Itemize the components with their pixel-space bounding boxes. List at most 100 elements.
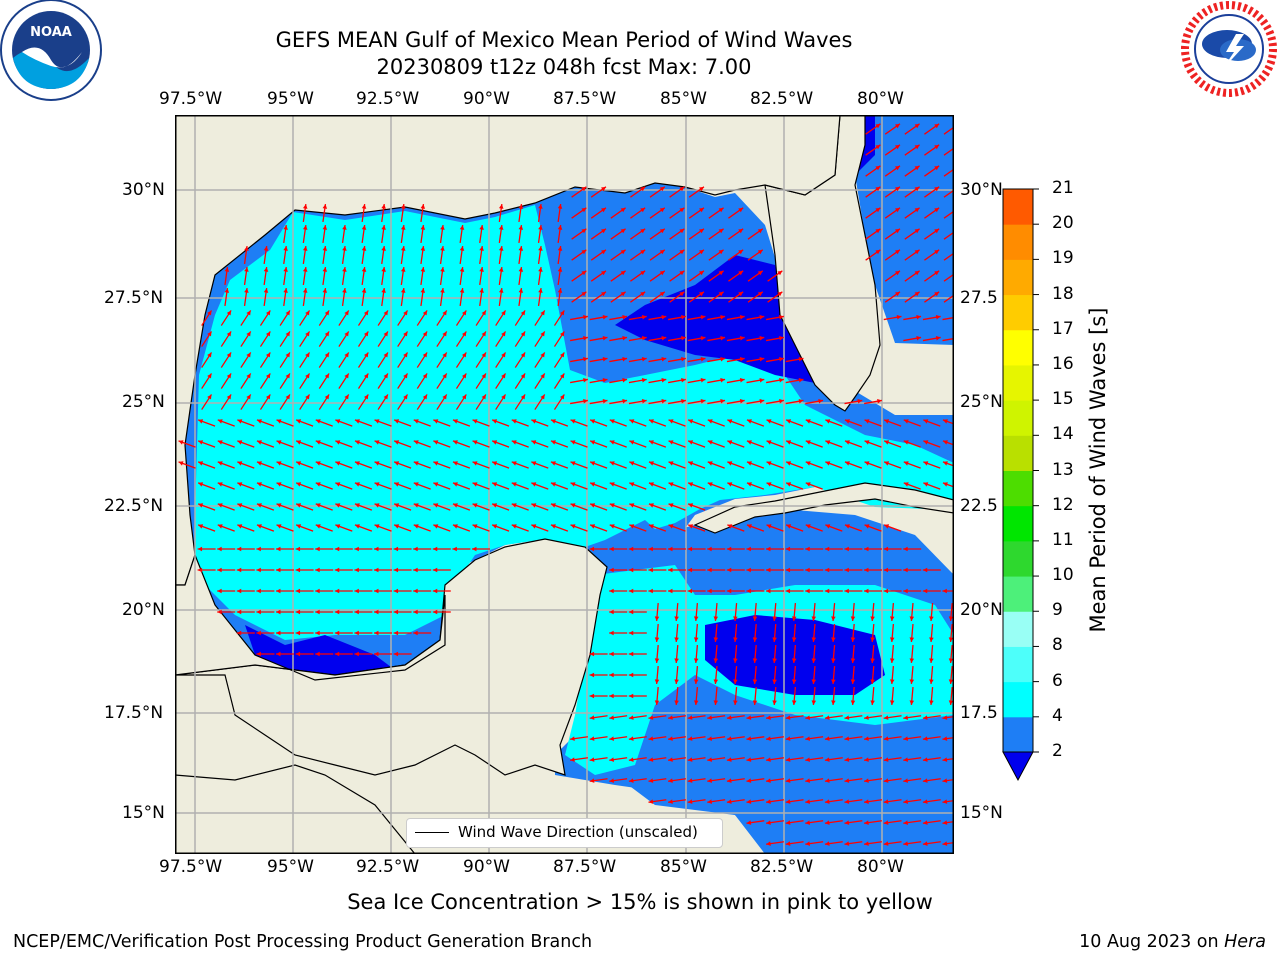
wind-wave-arrow	[883, 736, 902, 741]
wind-wave-arrow	[374, 419, 392, 427]
wind-wave-arrow	[295, 503, 314, 511]
wind-wave-arrow	[785, 757, 804, 762]
wind-wave-arrow	[708, 291, 724, 303]
colorbar-swatch	[1003, 224, 1033, 260]
wind-wave-arrow	[805, 546, 824, 552]
wind-wave-arrow	[865, 144, 881, 156]
wind-wave-arrow	[537, 266, 543, 286]
colorbar-swatch	[1003, 470, 1033, 507]
wind-wave-arrow	[942, 419, 954, 425]
wind-wave-arrow	[455, 331, 467, 347]
wind-wave-arrow	[550, 440, 569, 448]
wind-wave-arrow	[256, 461, 275, 469]
wind-wave-arrow	[553, 331, 565, 347]
wind-wave-arrow	[393, 440, 412, 448]
lon-tick-bottom: 97.5°W	[159, 857, 223, 877]
wind-wave-arrow	[589, 461, 608, 469]
wind-wave-arrow	[472, 524, 490, 532]
wind-wave-arrow	[354, 461, 373, 469]
wind-wave-arrow	[197, 546, 216, 552]
wind-wave-arrow	[217, 482, 235, 490]
wind-wave-arrow	[948, 602, 954, 622]
wind-wave-arrow	[805, 419, 823, 427]
wind-wave-arrow	[688, 291, 705, 303]
colorbar-swatch	[1003, 400, 1033, 436]
wind-wave-arrow	[752, 602, 758, 622]
wind-wave-arrow	[495, 394, 507, 410]
wind-wave-arrow	[243, 245, 249, 265]
wind-wave-arrow	[824, 588, 843, 594]
wind-wave-arrow	[713, 623, 719, 643]
wind-wave-arrow	[452, 482, 471, 490]
wind-wave-arrow	[924, 207, 940, 219]
wind-wave-arrow	[495, 352, 507, 368]
wind-wave-arrow	[942, 736, 954, 741]
wind-wave-arrow	[726, 778, 745, 783]
wind-wave-arrow	[590, 291, 607, 303]
wind-wave-arrow	[805, 440, 823, 448]
wind-wave-arrow	[727, 440, 745, 448]
wind-wave-arrow	[610, 249, 626, 261]
wind-wave-arrow	[883, 820, 902, 825]
wind-wave-arrow	[766, 314, 784, 321]
wind-wave-arrow	[948, 644, 954, 664]
wind-wave-arrow	[924, 249, 940, 261]
wind-wave-arrow	[904, 123, 920, 135]
wind-wave-arrow	[609, 524, 627, 532]
wind-wave-arrow	[766, 524, 784, 532]
wind-wave-arrow	[727, 461, 745, 469]
wind-wave-arrow	[400, 287, 406, 307]
wind-wave-arrow	[648, 567, 667, 573]
wind-wave-arrow	[628, 588, 647, 594]
wind-wave-arrow	[667, 757, 687, 762]
wind-wave-arrow	[256, 419, 275, 427]
lat-tick-left: 27.5°N	[104, 288, 164, 308]
wind-wave-arrow	[472, 503, 490, 511]
wind-wave-arrow	[472, 546, 490, 552]
wind-wave-arrow	[668, 588, 686, 594]
wind-wave-arrow	[728, 207, 744, 219]
wind-wave-arrow	[844, 567, 863, 573]
wind-wave-arrow	[883, 567, 902, 573]
wind-wave-arrow	[609, 335, 628, 342]
wind-wave-arrow	[824, 546, 843, 552]
wind-wave-arrow	[322, 245, 328, 265]
wind-wave-arrow	[570, 419, 588, 427]
wind-wave-arrow	[929, 623, 934, 643]
wind-wave-arrow	[589, 672, 608, 678]
wind-wave-arrow	[765, 757, 785, 762]
wind-wave-arrow	[357, 394, 369, 410]
wind-wave-arrow	[397, 310, 409, 326]
wind-wave-arrow	[609, 588, 628, 594]
lon-tick-top: 90°W	[463, 89, 510, 109]
colorbar-swatch	[1003, 576, 1033, 612]
wind-wave-arrow	[201, 352, 213, 368]
wind-wave-arrow	[844, 461, 863, 469]
wind-wave-arrow	[883, 524, 902, 532]
wind-wave-arrow	[374, 567, 392, 573]
wind-wave-arrow	[220, 373, 232, 389]
wind-wave-arrow	[904, 270, 920, 282]
wind-wave-arrow	[824, 841, 843, 846]
wind-wave-arrow	[240, 331, 252, 347]
wind-wave-arrow	[884, 144, 901, 156]
wind-wave-arrow	[746, 820, 765, 825]
lat-tick-left: 30°N	[122, 180, 165, 200]
wind-wave-arrow	[923, 419, 941, 427]
wind-wave-arrow	[648, 503, 667, 511]
wind-wave-arrow	[491, 524, 510, 532]
wind-wave-arrow	[354, 630, 373, 636]
wind-wave-arrow	[259, 331, 271, 347]
wind-wave-arrow	[334, 546, 353, 552]
wind-wave-arrow	[433, 419, 451, 427]
wind-wave-arrow	[687, 715, 706, 720]
wind-wave-arrow	[889, 686, 895, 706]
wind-wave-arrow	[361, 287, 367, 307]
wind-wave-arrow	[942, 588, 954, 594]
wind-wave-arrow	[884, 186, 901, 198]
wind-wave-arrow	[455, 373, 467, 389]
wind-wave-arrow	[922, 820, 941, 825]
wind-wave-arrow	[831, 665, 836, 685]
wind-wave-arrow	[864, 588, 882, 594]
wind-wave-arrow	[240, 394, 252, 410]
